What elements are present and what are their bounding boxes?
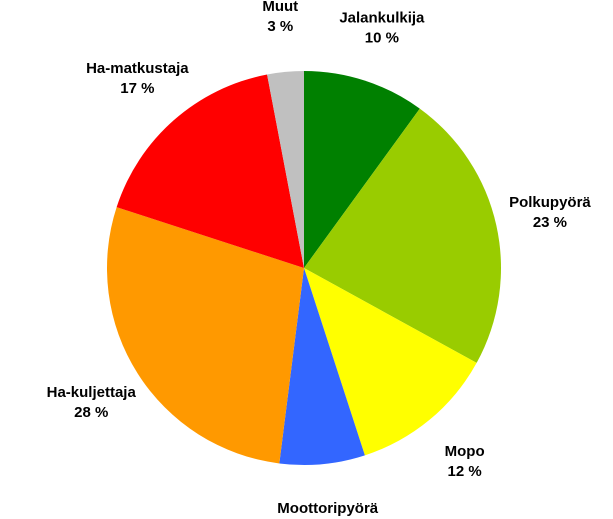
pie-slice bbox=[106, 207, 304, 464]
pie-slice bbox=[267, 71, 304, 268]
pie-slice bbox=[304, 108, 501, 363]
slice-value-label: 12 % bbox=[448, 463, 482, 480]
slice-value-label: 3 % bbox=[267, 18, 293, 35]
slice-category-label: Jalankulkija bbox=[339, 9, 425, 26]
slice-category-label: Moottoripyörä bbox=[277, 500, 378, 517]
slice-value-label: 28 % bbox=[74, 404, 108, 421]
pie-slice bbox=[116, 74, 304, 268]
pie-slice bbox=[304, 268, 477, 456]
slice-category-label: Mopo bbox=[445, 443, 485, 460]
slice-category-label: Polkupyörä bbox=[509, 194, 591, 211]
slice-value-label: 10 % bbox=[365, 29, 399, 46]
pie-slice bbox=[279, 268, 365, 465]
pie-slice bbox=[304, 71, 420, 268]
slice-value-label: 23 % bbox=[533, 214, 567, 231]
slice-category-label: Ha-matkustaja bbox=[86, 60, 189, 77]
slice-category-label: Ha-kuljettaja bbox=[47, 384, 137, 401]
slice-value-label: 17 % bbox=[120, 80, 154, 97]
slice-category-label: Muut bbox=[262, 0, 298, 15]
